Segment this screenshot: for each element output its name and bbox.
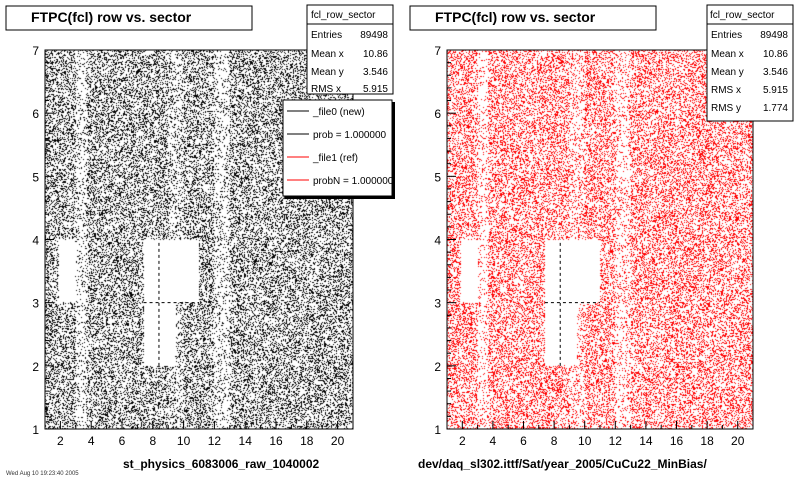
left-y-tick-label: 6	[32, 107, 39, 121]
left-title-box	[5, 5, 253, 31]
left-x-tick-label: 2	[57, 434, 64, 448]
left-legend: _file0 (new) prob = 1.000000 _file1 (ref…	[282, 99, 395, 199]
left-x-tick-label: 10	[177, 434, 191, 448]
left-x-tick-label: 20	[331, 434, 345, 448]
right-stats-box: fcl_row_sector Entries 89498 Mean x 10.8…	[706, 4, 794, 122]
left-x-tick-label: 12	[208, 434, 222, 448]
left-y-tick-label: 7	[32, 44, 39, 58]
right-stats-meany-value: 3.546	[763, 67, 788, 78]
right-x-tick-label: 14	[639, 434, 653, 448]
left-y-axis: 1 2 3 4 5 6 7	[32, 44, 54, 437]
left-stats-meany-value: 3.546	[363, 67, 388, 78]
legend-label-prob: prob = 1.000000	[313, 130, 387, 141]
right-stats-entries-value: 89498	[760, 30, 788, 41]
left-y-tick-label: 1	[32, 423, 39, 437]
left-x-axis: 2 4 6 8 10 12 14 16 18 20	[44, 421, 354, 448]
right-x-tick-label: 2	[459, 434, 466, 448]
left-x-tick-label: 18	[300, 434, 314, 448]
right-stats-rmsx-label: RMS x	[711, 85, 741, 96]
right-panel: FTPC(fcl) row vs. sector 2 4 6 8 10 12 14 16 18 2…	[409, 4, 794, 471]
left-stats-meanx-value: 10.86	[363, 49, 388, 60]
right-y-tick-label: 1	[434, 423, 441, 437]
right-x-tick-label: 10	[578, 434, 592, 448]
right-y-tick-label: 2	[434, 360, 441, 374]
right-x-tick-label: 18	[700, 434, 714, 448]
right-caption: dev/daq_sl302.ittf/Sat/year_2005/CuCu22_…	[418, 457, 707, 471]
left-x-tick-label: 6	[119, 434, 126, 448]
left-y-tick-label: 5	[32, 170, 39, 184]
legend-label-file0: _file0 (new)	[312, 107, 365, 118]
right-stats-entries-label: Entries	[711, 30, 742, 41]
left-y-tick-label: 2	[32, 360, 39, 374]
left-stats-box: fcl_row_sector Entries 89498 Mean x 10.8…	[306, 4, 394, 95]
right-chart-title: FTPC(fcl) row vs. sector	[435, 9, 596, 25]
left-stats-meany-label: Mean y	[311, 67, 344, 78]
left-y-tick-label: 4	[32, 234, 39, 248]
left-y-tick-label: 3	[32, 297, 39, 311]
right-stats-rmsy-label: RMS y	[711, 103, 741, 114]
right-stats-name: fcl_row_sector	[710, 10, 775, 21]
left-panel: FTPC(fcl) row vs. sector 2 4 6 8 10 12 14 16 18 2…	[5, 4, 395, 471]
right-scatter-points	[447, 50, 753, 429]
right-stats-meanx-value: 10.86	[763, 49, 788, 60]
left-stats-meanx-label: Mean x	[311, 49, 344, 60]
right-title-box	[409, 5, 657, 31]
footer-timestamp: Wed Aug 10 19:23:40 2005	[6, 471, 79, 477]
left-x-tick-label: 14	[239, 434, 253, 448]
left-x-tick-label: 4	[88, 434, 95, 448]
right-y-tick-label: 5	[434, 170, 441, 184]
legend-label-probn: probN = 1.000000	[313, 176, 394, 187]
right-y-axis: 1 2 3 4 5 6 7	[434, 44, 456, 437]
left-stats-name: fcl_row_sector	[311, 10, 376, 21]
right-x-tick-label: 8	[551, 434, 558, 448]
right-x-tick-label: 12	[609, 434, 623, 448]
right-x-tick-label: 16	[670, 434, 684, 448]
left-caption: st_physics_6083006_raw_1040002	[123, 457, 319, 471]
right-y-tick-label: 6	[434, 107, 441, 121]
legend-label-file1: _file1 (ref)	[312, 153, 358, 164]
right-stats-rmsy-value: 1.774	[763, 103, 788, 114]
right-y-tick-label: 3	[434, 297, 441, 311]
right-stats-rmsx-value: 5.915	[763, 85, 788, 96]
right-stats-meanx-label: Mean x	[711, 49, 744, 60]
right-x-axis: 2 4 6 8 10 12 14 16 18 20	[446, 421, 754, 448]
left-stats-rmsx-label: RMS x	[311, 84, 341, 95]
left-stats-entries-value: 89498	[360, 30, 388, 41]
left-x-tick-label: 16	[269, 434, 283, 448]
right-x-tick-label: 6	[520, 434, 527, 448]
right-stats-meany-label: Mean y	[711, 67, 744, 78]
right-y-tick-label: 7	[434, 44, 441, 58]
left-x-tick-label: 8	[149, 434, 156, 448]
left-stats-entries-label: Entries	[311, 30, 342, 41]
right-y-tick-label: 4	[434, 234, 441, 248]
right-x-tick-label: 20	[731, 434, 745, 448]
left-stats-rmsx-value: 5.915	[363, 84, 388, 95]
right-x-tick-label: 4	[490, 434, 497, 448]
right-plot-area	[447, 50, 753, 429]
left-chart-title: FTPC(fcl) row vs. sector	[31, 9, 192, 25]
